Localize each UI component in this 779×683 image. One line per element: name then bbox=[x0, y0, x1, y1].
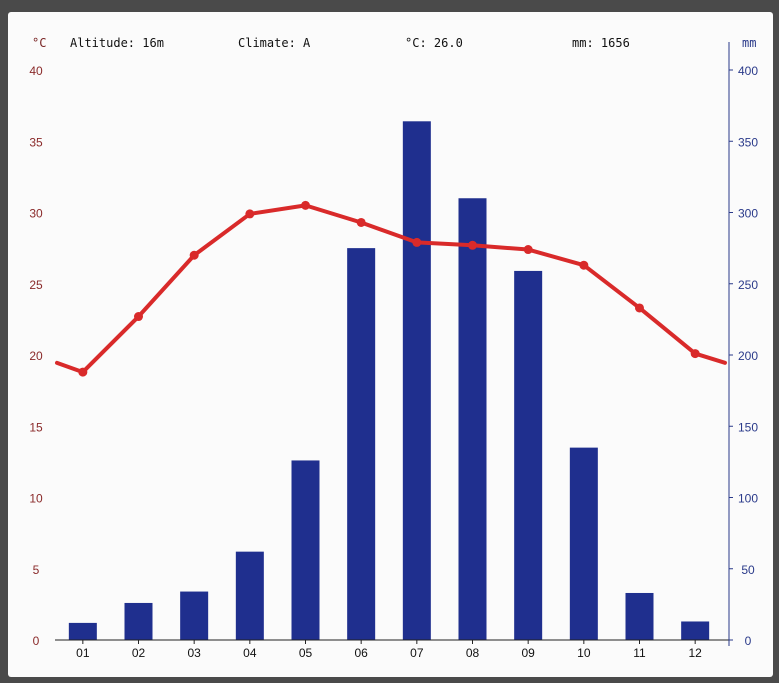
right-tick-label-200: 200 bbox=[738, 349, 758, 363]
temp-point-06 bbox=[356, 217, 366, 227]
precip-bar-12 bbox=[681, 621, 710, 640]
temp-point-11 bbox=[635, 303, 644, 313]
precip-bar-01 bbox=[68, 622, 97, 640]
temperature-line bbox=[55, 203, 727, 375]
temp-point-04 bbox=[245, 209, 255, 219]
precip-unit-label: mm bbox=[742, 36, 757, 50]
x-tick-label-09: 09 bbox=[521, 646, 535, 660]
right-tick-label-150: 150 bbox=[738, 420, 758, 434]
x-tick-label-04: 04 bbox=[243, 646, 257, 660]
temp-point-08 bbox=[468, 240, 477, 250]
left-tick-label-25: 25 bbox=[29, 278, 43, 292]
temp-point-10 bbox=[579, 260, 589, 270]
precip-total-label: mm: 1656 bbox=[572, 36, 630, 50]
right-tick-label-50: 50 bbox=[741, 563, 755, 577]
left-tick-label-15: 15 bbox=[29, 420, 43, 434]
avg-temp-label: °C: 26.0 bbox=[405, 36, 463, 50]
x-tick-label-10: 10 bbox=[577, 646, 591, 660]
right-tick-label-250: 250 bbox=[738, 278, 758, 292]
temp-point-01 bbox=[78, 367, 88, 377]
x-tick-label-01: 01 bbox=[76, 646, 90, 660]
x-tick-label-03: 03 bbox=[187, 646, 201, 660]
x-tick-label-12: 12 bbox=[688, 646, 702, 660]
left-tick-label-5: 5 bbox=[33, 563, 40, 577]
temp-point-12 bbox=[690, 349, 700, 359]
left-tick-label-10: 10 bbox=[29, 492, 43, 506]
right-tick-label-350: 350 bbox=[738, 135, 758, 149]
precip-bar-04 bbox=[235, 551, 264, 640]
temp-point-09 bbox=[523, 245, 533, 255]
right-tick-label-400: 400 bbox=[738, 64, 758, 78]
temp-point-02 bbox=[134, 312, 143, 322]
right-tick-label-300: 300 bbox=[738, 207, 758, 221]
temp-point-03 bbox=[189, 250, 199, 260]
precip-bar-08 bbox=[458, 198, 487, 640]
temp-point-05 bbox=[301, 200, 310, 210]
left-tick-label-0: 0 bbox=[33, 634, 40, 648]
x-tick-label-02: 02 bbox=[132, 646, 146, 660]
altitude-label: Altitude: 16m bbox=[70, 36, 164, 50]
right-tick-label-0: 0 bbox=[745, 634, 752, 648]
temp-unit-label: °C bbox=[32, 36, 47, 50]
x-tick-label-05: 05 bbox=[299, 646, 313, 660]
right-tick-label-100: 100 bbox=[738, 492, 758, 506]
precip-bar-03 bbox=[180, 591, 209, 640]
precip-bar-07 bbox=[402, 121, 431, 641]
precip-bar-02 bbox=[124, 602, 153, 640]
left-tick-label-20: 20 bbox=[29, 349, 43, 363]
left-tick-label-30: 30 bbox=[29, 207, 43, 221]
x-tick-label-06: 06 bbox=[354, 646, 368, 660]
precip-bar-06 bbox=[347, 248, 376, 640]
left-tick-label-35: 35 bbox=[29, 135, 43, 149]
precip-bar-09 bbox=[514, 270, 543, 640]
climate-label: Climate: A bbox=[238, 36, 311, 50]
x-tick-label-08: 08 bbox=[466, 646, 480, 660]
left-tick-label-40: 40 bbox=[29, 64, 43, 78]
x-tick-label-11: 11 bbox=[633, 646, 646, 660]
precip-bar-05 bbox=[291, 460, 320, 640]
temp-point-07 bbox=[412, 237, 422, 247]
precip-bar-11 bbox=[625, 592, 654, 640]
precip-bar-10 bbox=[569, 447, 598, 640]
x-tick-label-07: 07 bbox=[410, 646, 424, 660]
chart-frame bbox=[8, 12, 773, 677]
